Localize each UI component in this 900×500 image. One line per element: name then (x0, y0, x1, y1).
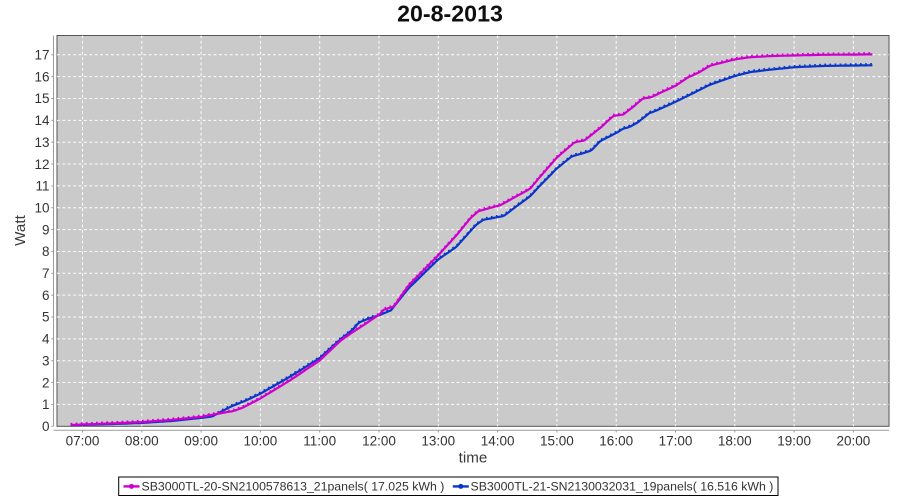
svg-text:9: 9 (42, 222, 50, 237)
svg-text:7: 7 (42, 266, 50, 281)
svg-text:3: 3 (42, 353, 50, 368)
svg-text:11:00: 11:00 (303, 434, 336, 449)
svg-text:11: 11 (35, 179, 49, 194)
svg-text:SB3000TL-21-SN2130032031_19pan: SB3000TL-21-SN2130032031_19panels( 16.51… (471, 480, 774, 494)
svg-text:20:00: 20:00 (837, 434, 871, 449)
svg-text:SB3000TL-20-SN2100578613_21pan: SB3000TL-20-SN2100578613_21panels( 17.02… (142, 480, 445, 494)
svg-text:13: 13 (34, 135, 49, 150)
svg-text:15: 15 (34, 91, 49, 106)
svg-text:12: 12 (34, 157, 49, 172)
svg-text:20-8-2013: 20-8-2013 (397, 1, 503, 27)
svg-text:10:00: 10:00 (244, 434, 278, 449)
svg-text:4: 4 (42, 332, 50, 347)
svg-text:17:00: 17:00 (659, 434, 693, 449)
svg-text:13:00: 13:00 (421, 434, 455, 449)
svg-text:16: 16 (34, 69, 49, 84)
svg-text:0: 0 (42, 419, 50, 434)
svg-text:09:00: 09:00 (184, 434, 218, 449)
svg-text:6: 6 (42, 288, 50, 303)
svg-text:1: 1 (42, 397, 50, 412)
svg-text:16:00: 16:00 (599, 434, 633, 449)
svg-text:17: 17 (34, 48, 49, 63)
svg-text:07:00: 07:00 (66, 434, 100, 449)
svg-text:18:00: 18:00 (718, 434, 752, 449)
svg-text:Watt: Watt (12, 214, 29, 245)
svg-text:08:00: 08:00 (125, 434, 159, 449)
svg-text:19:00: 19:00 (777, 434, 811, 449)
svg-text:5: 5 (42, 310, 50, 325)
svg-text:time: time (459, 450, 488, 467)
svg-text:12:00: 12:00 (362, 434, 396, 449)
svg-text:10: 10 (34, 200, 49, 215)
svg-text:2: 2 (42, 375, 50, 390)
svg-text:14: 14 (34, 113, 50, 128)
svg-text:14:00: 14:00 (481, 434, 515, 449)
svg-text:8: 8 (42, 244, 50, 259)
svg-text:15:00: 15:00 (540, 434, 574, 449)
